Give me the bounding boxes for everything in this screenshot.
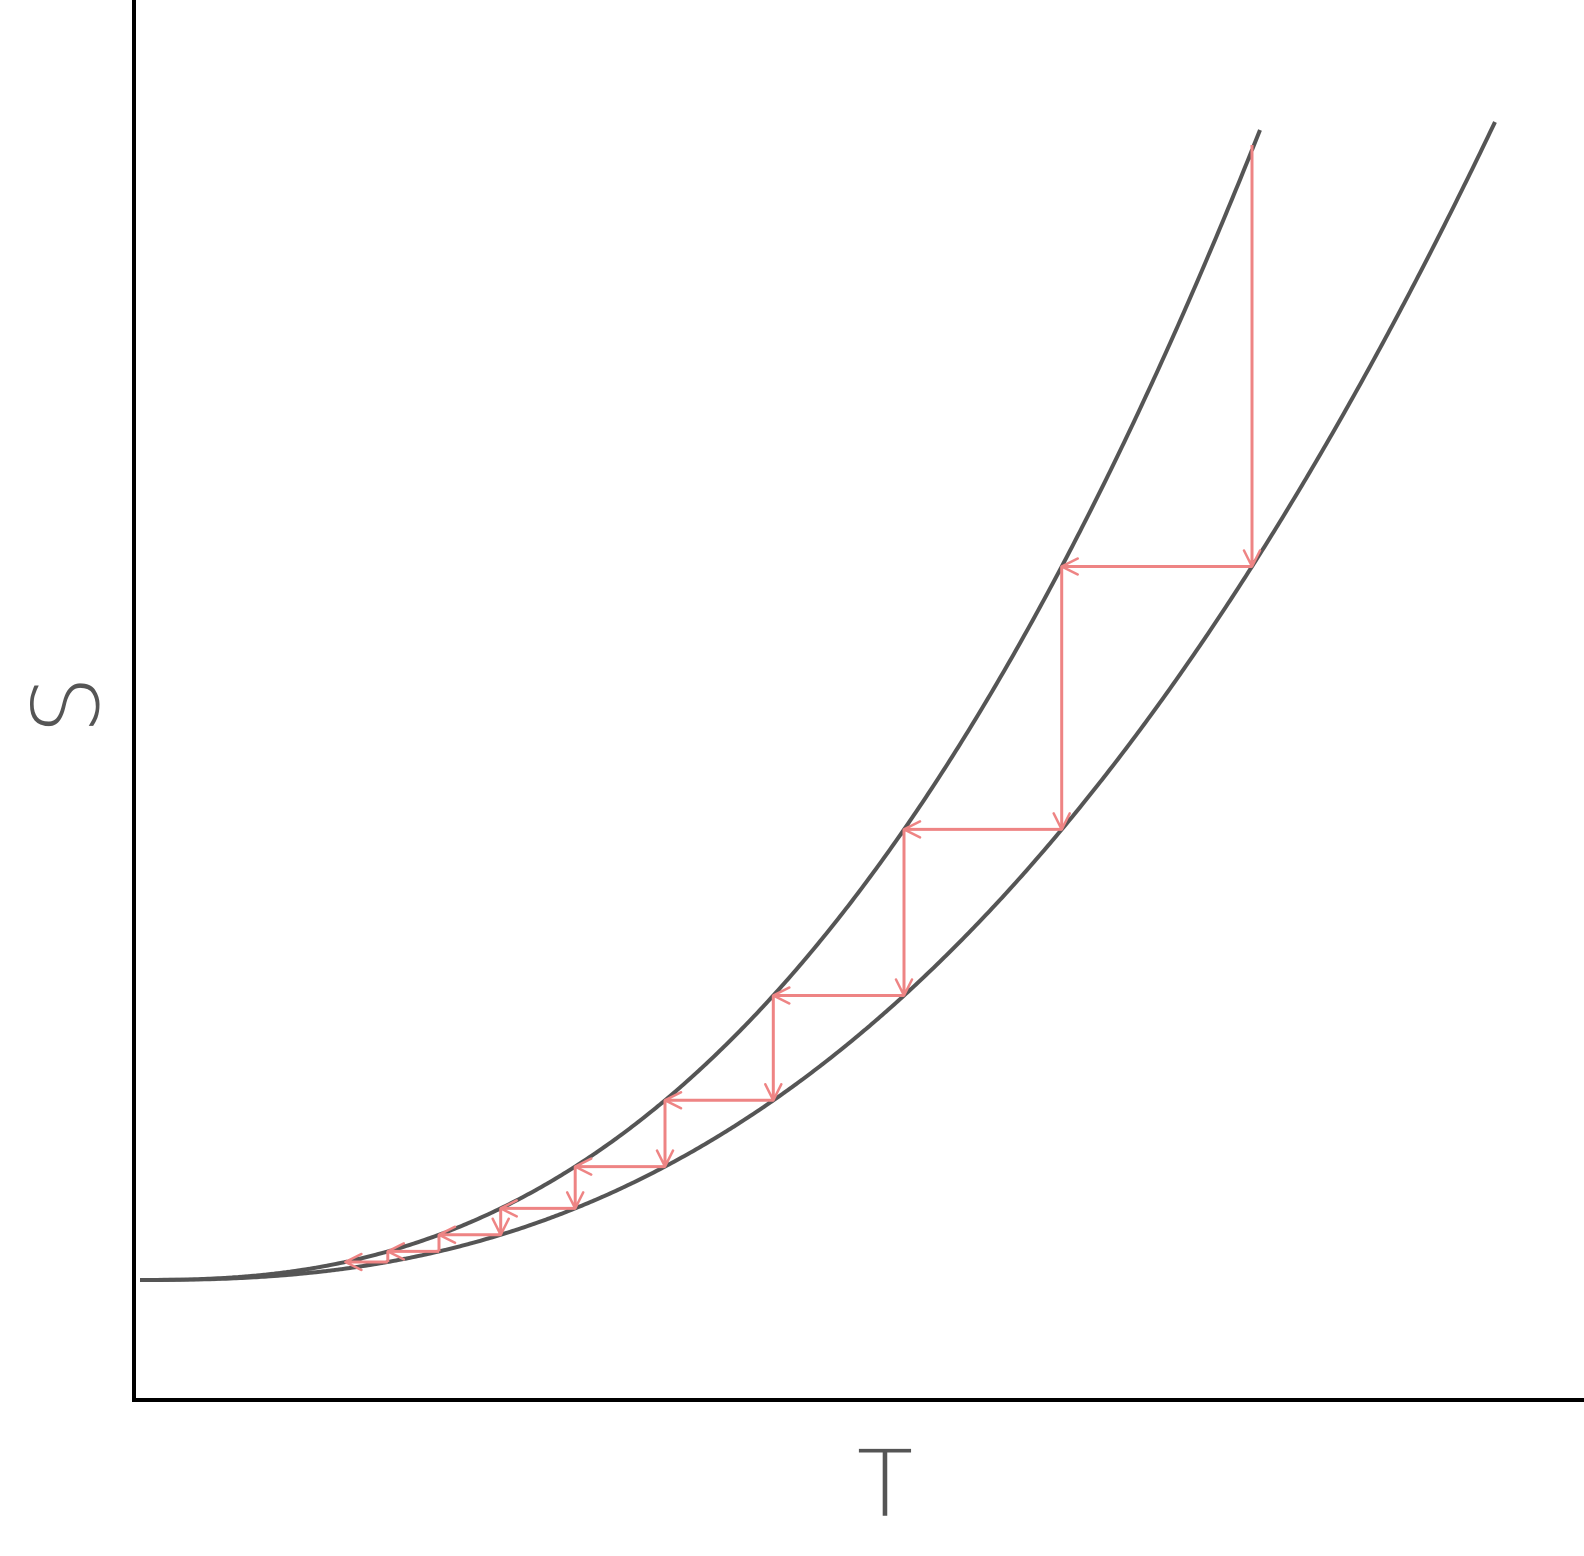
lower-curve (140, 121, 1497, 1282)
y-axis-label: S (13, 676, 120, 734)
upper-curve (140, 129, 1262, 1282)
staircase-arrows (344, 145, 1262, 1272)
x-axis-label: T (857, 1431, 913, 1538)
